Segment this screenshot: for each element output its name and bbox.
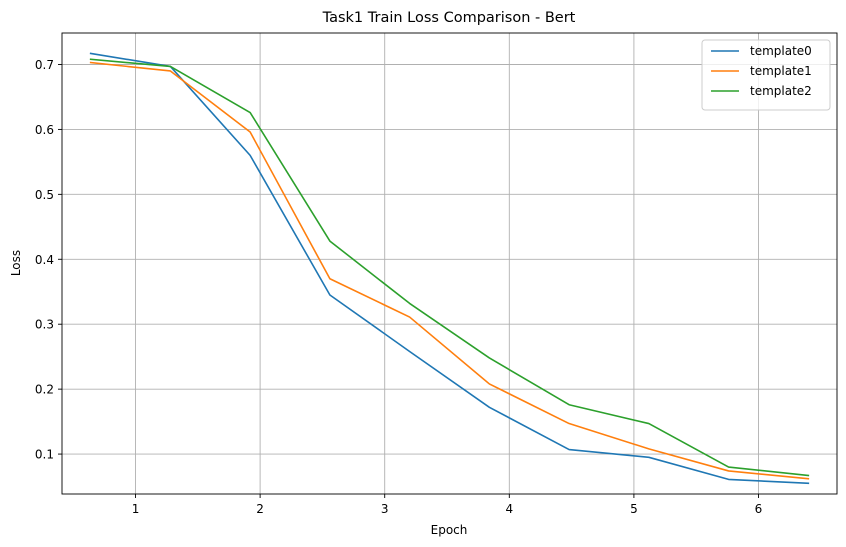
- legend-label-template2: template2: [750, 84, 812, 98]
- legend: template0 template1 template2: [701, 39, 831, 111]
- legend-label-template1: template1: [750, 64, 812, 78]
- plot-frame: [61, 32, 838, 495]
- grid-lines: [62, 33, 837, 494]
- x-axis-label: Epoch: [431, 523, 468, 537]
- x-tick-label: 2: [256, 502, 264, 516]
- series-line-template2: [89, 58, 810, 477]
- x-tick-label: 3: [381, 502, 389, 516]
- x-tick-label: 1: [132, 502, 140, 516]
- series-line-template1: [89, 61, 810, 480]
- legend-label-template0: template0: [750, 44, 812, 58]
- y-tick-label: 0.4: [35, 253, 54, 267]
- y-axis-label: Loss: [9, 250, 23, 276]
- y-tick-label: 0.6: [35, 123, 54, 137]
- axis-ticks: 1 2 3 4 5 6 0.1 0.2 0.3 0.4 0.5 0.6 0.7: [35, 58, 762, 516]
- x-tick-label: 4: [505, 502, 513, 516]
- y-tick-label: 0.1: [35, 448, 54, 462]
- x-tick-label: 5: [630, 502, 638, 516]
- y-tick-label: 0.3: [35, 318, 54, 332]
- chart-title: Task1 Train Loss Comparison - Bert: [322, 10, 576, 26]
- x-tick-label: 6: [755, 502, 763, 516]
- y-tick-label: 0.2: [35, 383, 54, 397]
- y-tick-label: 0.5: [35, 188, 54, 202]
- y-tick-label: 0.7: [35, 58, 54, 72]
- legend-box: [701, 39, 831, 111]
- series-line-template0: [89, 52, 810, 485]
- series-layer: [89, 52, 810, 485]
